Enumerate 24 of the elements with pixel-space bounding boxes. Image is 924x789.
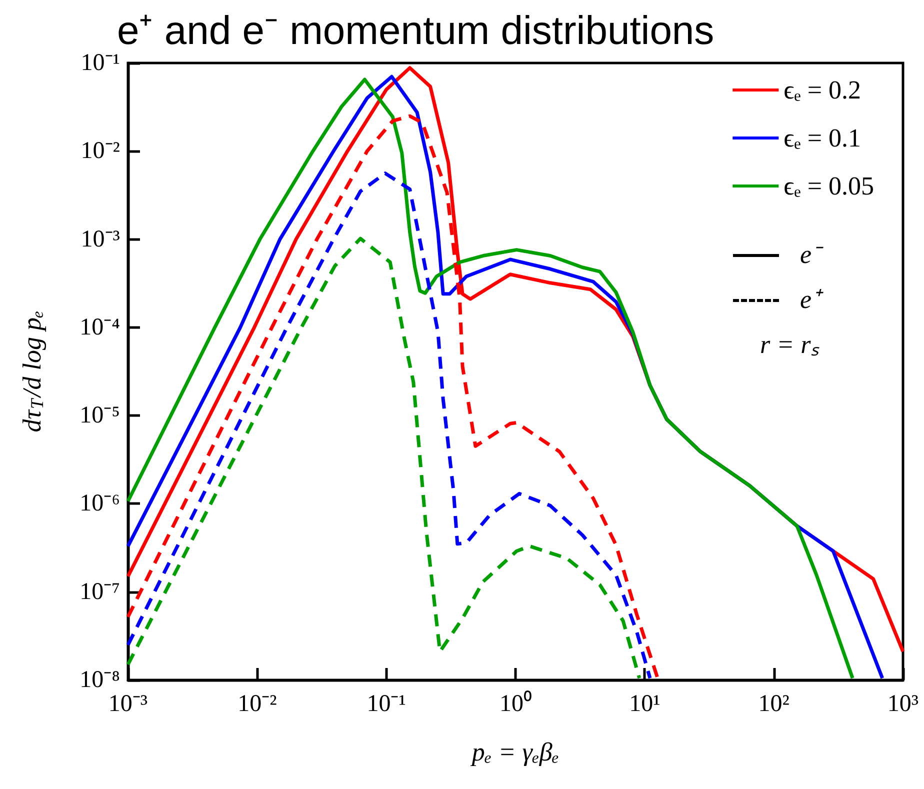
- annotation: e⁺: [800, 285, 821, 315]
- legend-label: ϵₑ = 0.1: [784, 124, 862, 152]
- x-tick-label: 10¹: [629, 691, 660, 717]
- y-tick-label: 10⁻⁵: [80, 402, 120, 429]
- y-axis-title: dτT/d log pₑ: [18, 310, 47, 432]
- y-tick-label: 10⁻⁶: [80, 490, 120, 517]
- x-tick-label: 10³: [887, 691, 919, 717]
- y-tick-label: 10⁻²: [80, 138, 120, 164]
- x-tick-label: 10⁻¹: [366, 691, 406, 717]
- legend-label: ϵₑ = 0.05: [784, 172, 874, 200]
- x-tick-label: 10⁻²: [238, 691, 277, 717]
- x-tick-label: 10²: [758, 691, 790, 717]
- y-tick-label: 10⁻⁸: [80, 667, 120, 693]
- y-tick-label: 10⁻³: [80, 226, 120, 252]
- x-axis-title: pₑ = γₑβₑ: [470, 738, 560, 766]
- chart-title: e⁺ and e⁻ momentum distributions: [117, 9, 714, 53]
- y-tick-label: 10⁻¹: [80, 50, 120, 76]
- annotation: e⁻: [800, 240, 821, 270]
- y-tick-label: 10⁻⁷: [80, 578, 120, 605]
- x-tick-label: 10⁰: [500, 690, 532, 717]
- x-tick-label: 10⁻³: [108, 691, 148, 717]
- y-tick-label: 10⁻⁴: [80, 314, 120, 340]
- legend-label: ϵₑ = 0.2: [784, 76, 862, 104]
- annotation: r = rₛ: [760, 330, 819, 360]
